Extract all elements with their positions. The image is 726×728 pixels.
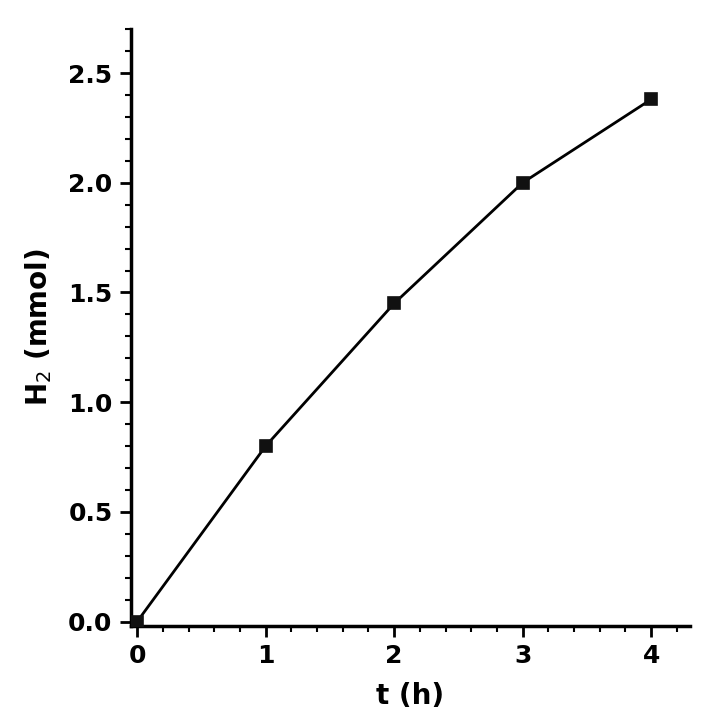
X-axis label: t (h): t (h)	[376, 682, 444, 710]
Y-axis label: H$_2$ (mmol): H$_2$ (mmol)	[23, 249, 54, 406]
